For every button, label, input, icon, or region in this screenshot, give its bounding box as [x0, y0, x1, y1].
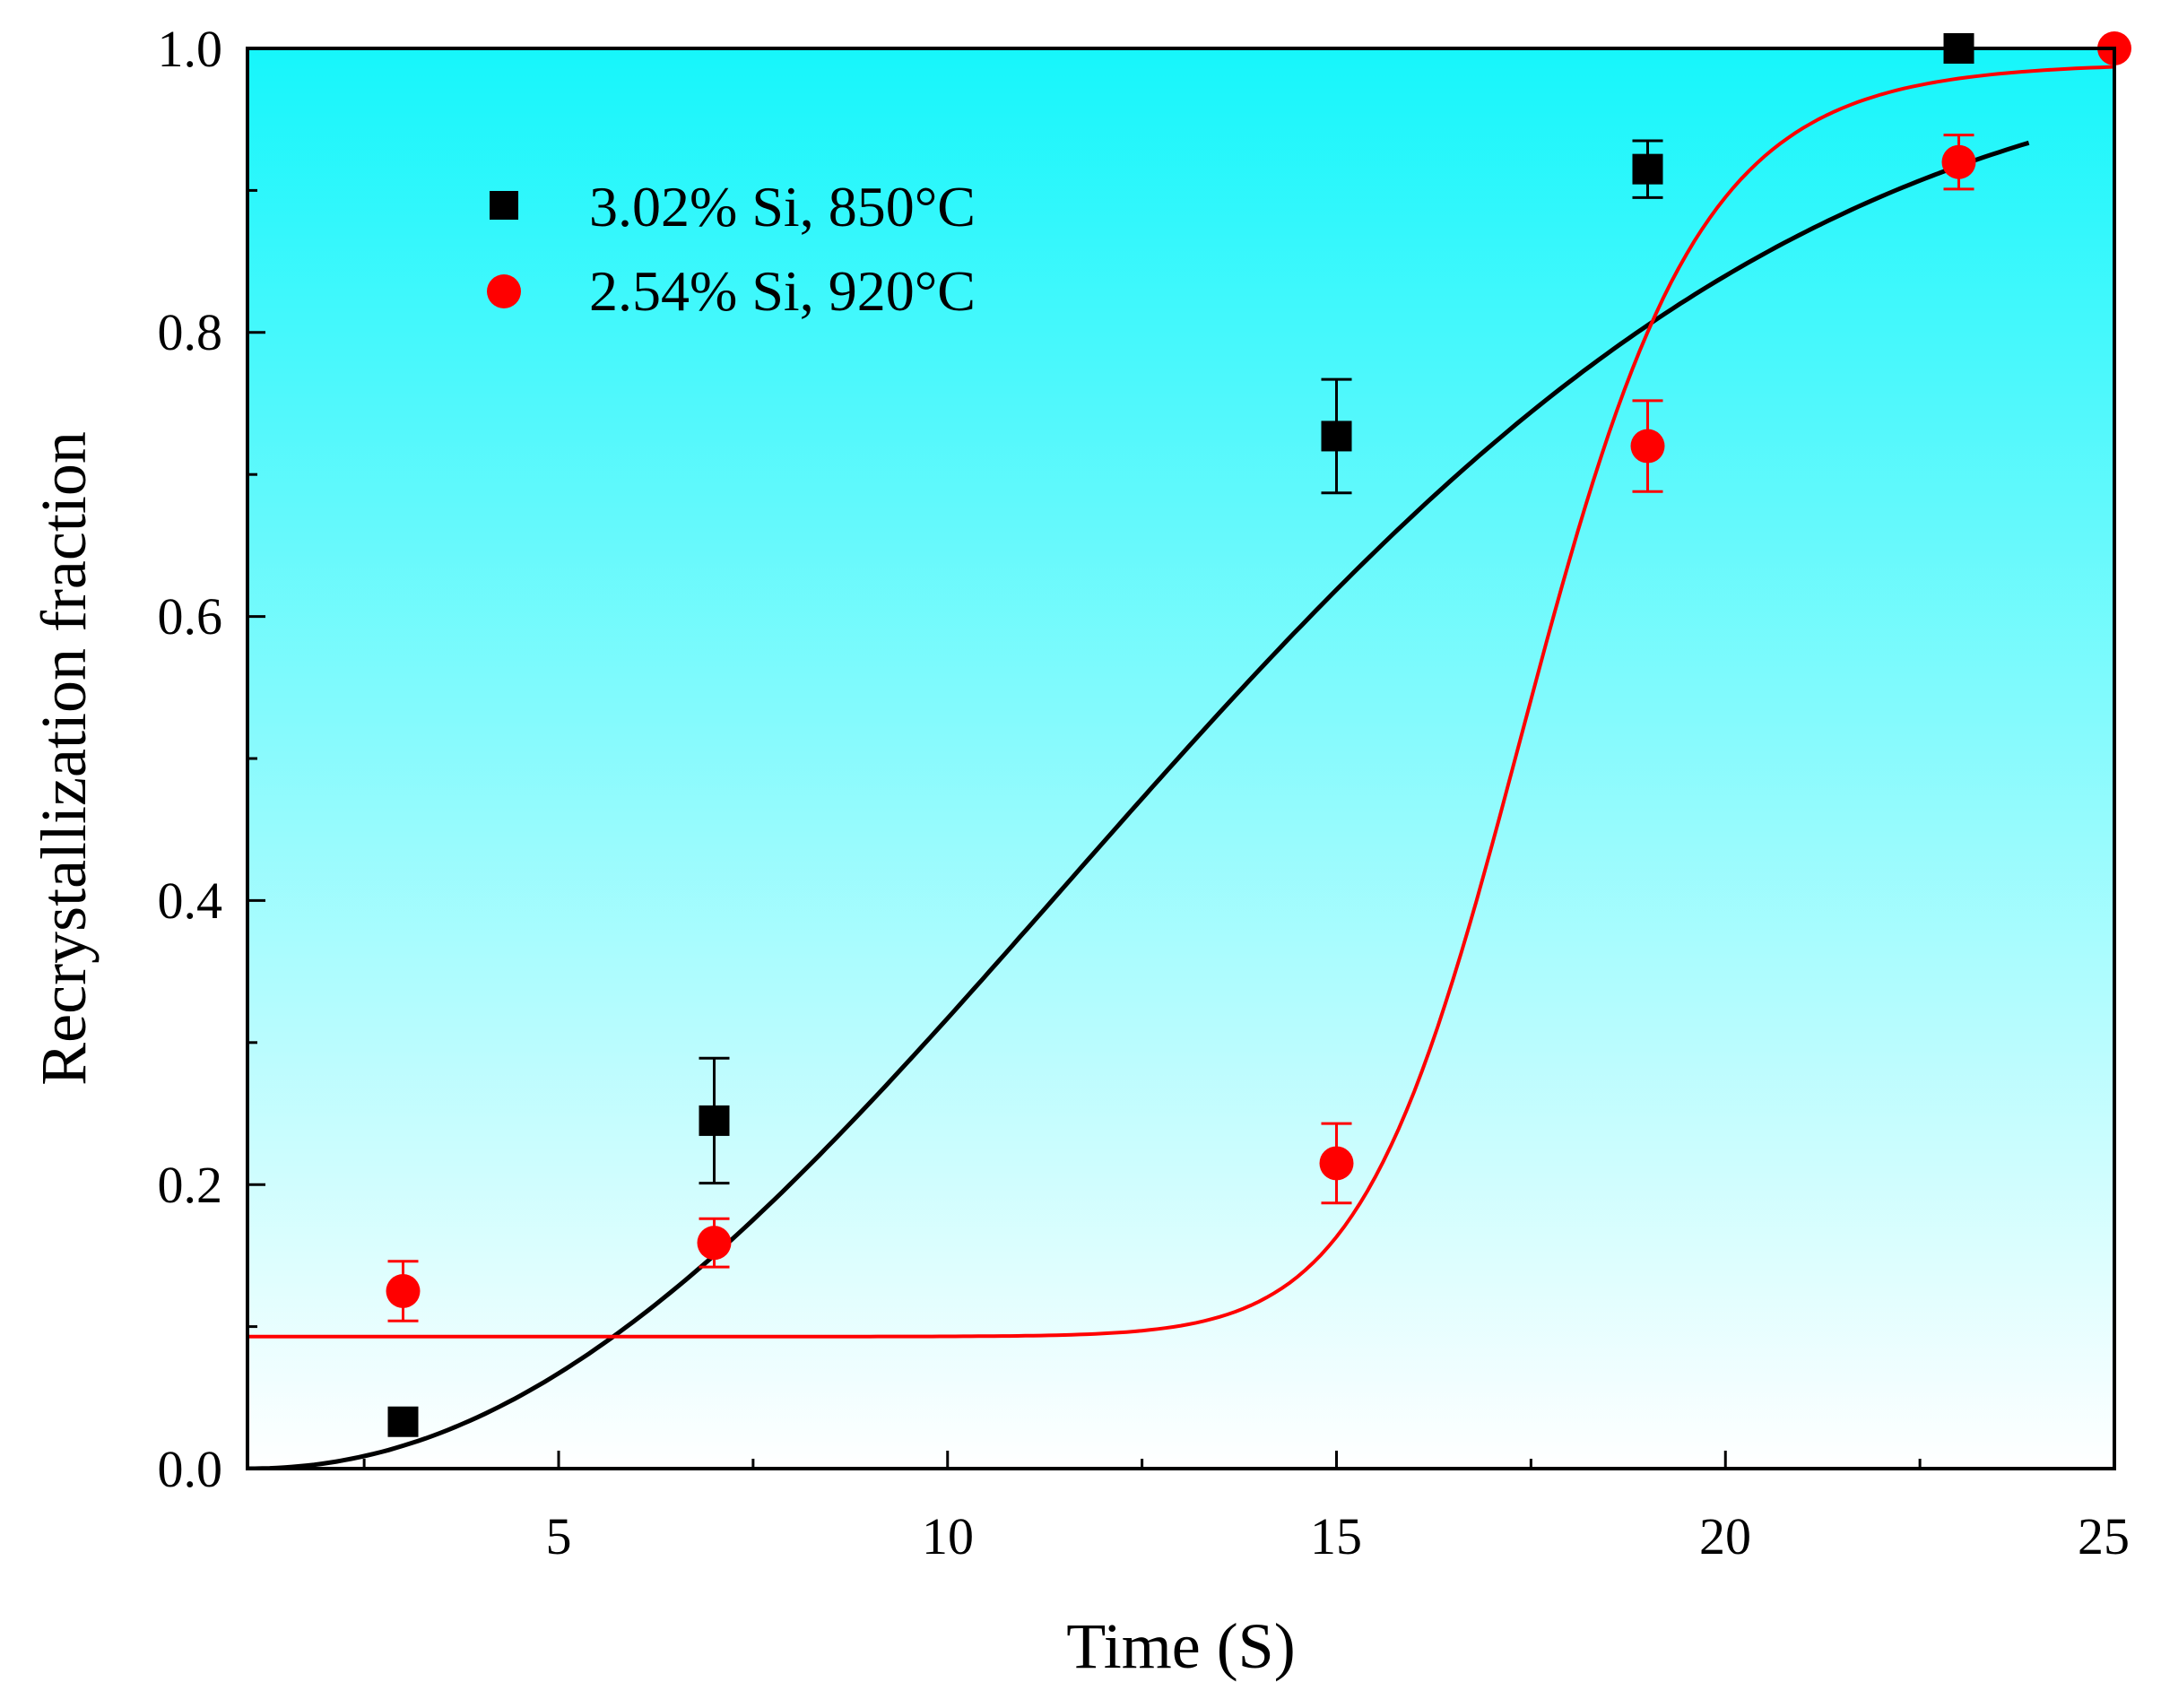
fit-curves	[247, 65, 2114, 1469]
legend-marker-square	[490, 191, 518, 220]
legend-label: 3.02% Si, 850°C	[589, 175, 976, 238]
x-axis-title: Time (S)	[1066, 1610, 1295, 1682]
x-tick-label: 10	[922, 1507, 974, 1565]
axis-ticks	[247, 47, 2116, 1470]
data-point-circle	[1941, 144, 1976, 179]
data-point-square	[1632, 153, 1663, 185]
y-tick-label: 0.6	[158, 587, 223, 646]
data-point-circle	[697, 1226, 732, 1261]
data-point-circle	[1630, 429, 1665, 464]
y-tick-label: 1.0	[158, 20, 223, 78]
data-point-square	[699, 1105, 730, 1136]
x-axis-tick-labels: 5 10 15 20 25	[546, 1507, 2131, 1565]
y-axis-tick-labels: 0.0 0.2 0.4 0.6 0.8 1.0	[158, 20, 223, 1498]
data-point-circle	[386, 1274, 421, 1308]
fit-curve-series-1	[247, 140, 2030, 1469]
legend-marker-circle	[487, 274, 521, 308]
y-tick-label: 0.0	[158, 1440, 223, 1498]
x-tick-label: 20	[1699, 1507, 1751, 1565]
y-tick-label: 0.8	[158, 303, 223, 361]
x-tick-label: 5	[546, 1507, 572, 1565]
x-tick-label: 25	[2078, 1507, 2130, 1565]
data-point-circle	[1319, 1146, 1354, 1181]
y-tick-label: 0.4	[158, 871, 223, 930]
data-point-square	[1321, 420, 1352, 452]
data-point-square	[387, 1406, 419, 1437]
x-tick-label: 15	[1310, 1507, 1362, 1565]
data-markers	[386, 31, 2131, 1437]
legend-label: 2.54% Si, 920°C	[589, 259, 976, 323]
fit-curve-series-2	[247, 65, 2114, 1339]
y-tick-label: 0.2	[158, 1156, 223, 1214]
legend: 3.02% Si, 850°C 2.54% Si, 920°C	[487, 175, 976, 323]
y-axis-title: Recrystallization fraction	[28, 431, 100, 1086]
